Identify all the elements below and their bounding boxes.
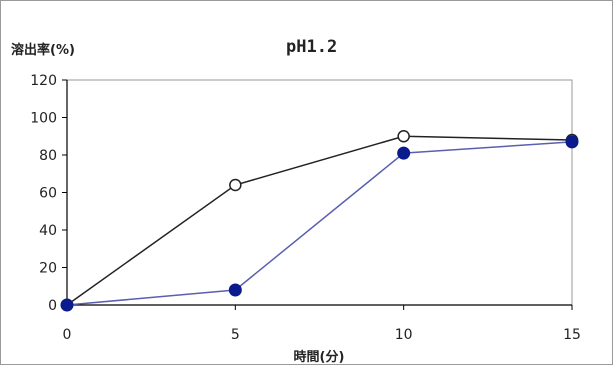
y-axis-label: 溶出率(%) <box>11 42 75 58</box>
y-tick-label: 100 <box>30 111 57 127</box>
y-tick-label: 60 <box>39 186 57 202</box>
x-tick-label: 10 <box>395 327 413 343</box>
x-tick-label: 5 <box>231 327 240 343</box>
y-tick-label: 20 <box>39 261 57 277</box>
chart-title: pH1.2 <box>286 37 337 57</box>
series-group <box>60 130 579 312</box>
y-ticks: 0 20 40 60 80 100 120 <box>30 73 67 314</box>
x-tick-label: 0 <box>63 327 72 343</box>
series-2-point <box>228 283 242 297</box>
x-axis-label: 時間(分) <box>294 349 345 365</box>
y-tick-label: 0 <box>48 298 57 314</box>
series-2-line <box>66 141 573 306</box>
y-tick-label: 120 <box>30 73 57 89</box>
plot-area-border <box>66 79 573 306</box>
x-tick-label: 15 <box>563 327 581 343</box>
series-2-point <box>397 146 411 160</box>
series-2-point <box>565 135 579 149</box>
series-2-point <box>60 298 74 312</box>
series-1-line <box>66 135 573 306</box>
series-1-point <box>397 130 410 143</box>
x-ticks: 0 5 10 15 <box>63 305 581 343</box>
series-1-point <box>229 178 242 192</box>
y-tick-label: 40 <box>39 223 57 239</box>
y-tick-label: 80 <box>39 148 57 164</box>
